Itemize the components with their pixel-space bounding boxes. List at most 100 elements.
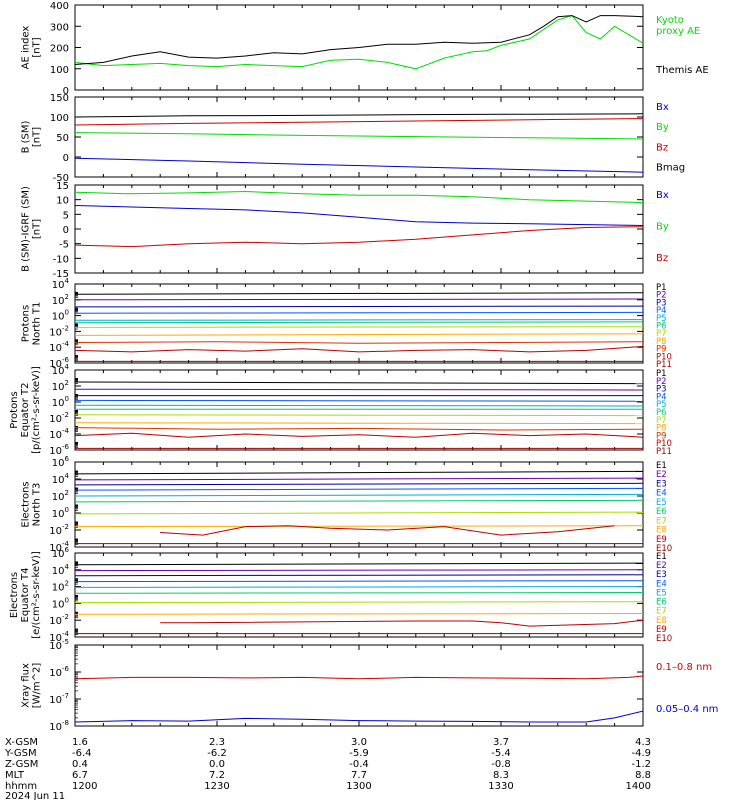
panel-frame	[74, 96, 644, 178]
legend-label: proxy AE	[656, 26, 700, 37]
series-line-p2	[75, 298, 643, 301]
legend-label: E2	[656, 470, 667, 480]
x-row-label: MLT	[5, 770, 25, 781]
legend-label: P7	[656, 329, 667, 339]
series-line-p5	[75, 404, 643, 407]
legend-label: Bmag	[656, 163, 685, 174]
y-tick-label: 100	[50, 65, 69, 76]
legend-label: E5	[656, 588, 667, 598]
x-tick-value: -0.8	[491, 759, 511, 770]
y-tick-label: 104	[52, 277, 70, 291]
legend-label: E10	[656, 544, 672, 554]
y-axis-label: [p/(cm²-s-sr-keV)]	[31, 366, 42, 454]
y-tick-label: 10-4	[49, 427, 69, 441]
legend-label: P3	[656, 385, 667, 395]
y-tick-label: 106	[52, 455, 70, 469]
series-line-bz	[75, 226, 643, 248]
legend-label: P5	[656, 314, 667, 324]
y-axis-label: Electrons	[9, 572, 20, 618]
x-tick-value: 1200	[72, 781, 97, 792]
legend-label: Bx	[656, 190, 669, 201]
panel-4: 10-6 10-4 10-2 100 102 104 Protons Equator T2 [p…	[9, 363, 672, 457]
date-label: 2024 Jun 11	[5, 791, 65, 800]
y-tick-label: 10-2	[49, 613, 69, 627]
x-tick-value: 3.0	[351, 737, 367, 748]
legend-label: Bx	[656, 102, 669, 113]
y-tick-label: 0	[63, 153, 69, 164]
y-tick-label: -5	[59, 240, 69, 251]
legend-label: E8	[656, 526, 667, 536]
series-line-kyoto-proxy-ae	[75, 15, 643, 70]
y-axis-label: [W/m^2]	[32, 663, 43, 709]
y-tick-label: 10-4	[49, 340, 69, 354]
y-tick-label: 200	[50, 44, 69, 55]
legend-label: E10	[656, 634, 672, 644]
y-tick-label: 104	[52, 472, 70, 486]
x-tick-value: 3.7	[493, 737, 509, 748]
x-tick-value: -0.4	[349, 759, 369, 770]
y-tick-label: 10-5	[49, 638, 69, 652]
series-line-e6	[75, 499, 643, 503]
legend-label: P8	[656, 424, 667, 434]
series-line-e3	[75, 482, 643, 486]
y-axis-label: [nT]	[32, 37, 43, 57]
y-axis-label: [nT]	[32, 127, 43, 147]
series-line-e2	[75, 569, 643, 572]
legend-label: E5	[656, 498, 667, 508]
series-line-p8	[75, 333, 643, 336]
y-tick-label: 15	[56, 181, 69, 192]
x-tick-value: 7.2	[209, 770, 225, 781]
legend-label: P10	[656, 439, 672, 449]
x-tick-value: -6.2	[207, 748, 227, 759]
y-tick-label: 10-2	[49, 324, 69, 338]
legend-label: By	[656, 122, 669, 133]
y-tick-label: 10-8	[49, 719, 69, 733]
y-tick-label: 150	[50, 93, 69, 104]
series-line-e5	[75, 493, 643, 497]
y-axis-label: Equator T2	[20, 383, 31, 438]
series-line-bz	[75, 118, 643, 126]
y-axis-label: Electrons	[21, 481, 32, 527]
x-tick-value: 4.3	[635, 737, 651, 748]
x-tick-value: -5.4	[491, 748, 511, 759]
legend-label: P11	[656, 447, 672, 457]
series-line-p6	[75, 321, 643, 324]
y-tick-label: 300	[50, 22, 69, 33]
series-line-e4	[75, 580, 643, 583]
y-tick-label: 100	[50, 113, 69, 124]
x-tick-value: -6.4	[72, 748, 92, 759]
series-line-e8	[75, 525, 643, 528]
series-line-p8	[75, 422, 643, 425]
legend-label: P3	[656, 298, 667, 308]
series-line-bmag	[75, 113, 643, 118]
y-tick-label: 10-7	[49, 692, 69, 706]
series-line-p4	[75, 311, 643, 314]
legend-label: E3	[656, 570, 667, 580]
series-line-0-1-0-8-nm	[75, 675, 643, 680]
x-row-label: Z-GSM	[5, 759, 38, 770]
y-tick-label: 100	[52, 309, 69, 323]
x-tick-value: 1.6	[72, 737, 88, 748]
legend-label: E8	[656, 616, 667, 626]
x-row-label: Y-GSM	[4, 748, 37, 759]
series-line-bx	[75, 157, 643, 173]
panel-2: -15 -10 -5 0 5 10 15 B (SM)-IGRF (SM) [nT] Bx By Bz	[21, 181, 669, 280]
y-tick-label: 10-2	[49, 523, 69, 537]
legend-label: P9	[656, 345, 667, 355]
x-tick-value: 8.8	[635, 770, 651, 781]
y-tick-label: 104	[52, 363, 70, 377]
legend-label: 0.05–0.4 nm	[656, 704, 718, 715]
series-line-p7	[75, 326, 643, 328]
legend-label: E2	[656, 561, 667, 571]
series-line-p10	[75, 345, 643, 353]
legend-label: P7	[656, 416, 667, 426]
x-tick-value: 1400	[626, 781, 651, 792]
series-line-e9	[160, 525, 615, 536]
legend-label: P4	[656, 392, 667, 402]
y-tick-label: 5	[63, 210, 69, 221]
legend-label: E9	[656, 535, 667, 545]
series-line-p3	[75, 305, 643, 308]
y-axis-label: B (SM)	[21, 120, 32, 153]
